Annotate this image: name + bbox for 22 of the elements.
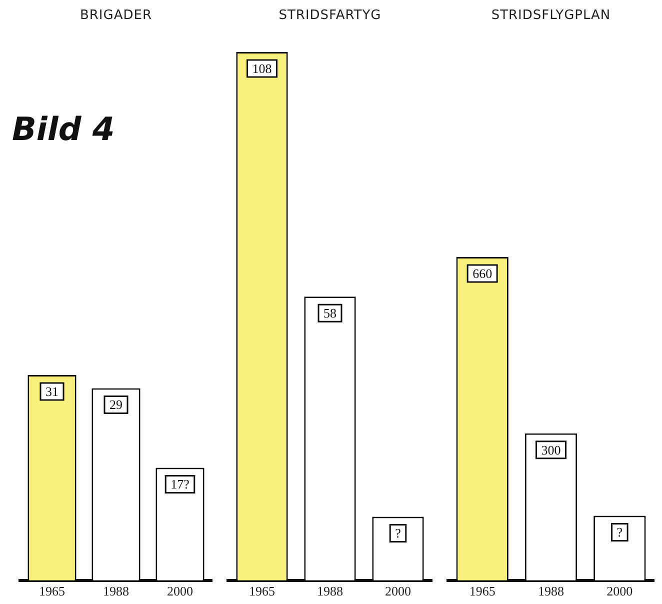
- data-label: 300: [541, 442, 561, 458]
- x-tick-label: 1965: [469, 584, 496, 599]
- x-tick-label: 1988: [538, 584, 564, 599]
- x-tick-label: 2000: [606, 584, 633, 599]
- x-tick-label: 1965: [39, 584, 65, 599]
- chart-title: BRIGADER: [78, 8, 153, 23]
- data-label: 17?: [170, 476, 190, 492]
- text: Bild 4: [12, 110, 115, 148]
- data-label: ?: [616, 524, 623, 540]
- x-tick-label: 2000: [385, 584, 411, 599]
- data-label: 58: [324, 306, 336, 321]
- x-tick-label: 1988: [317, 584, 343, 599]
- chart-title: STRIDSFARTYG: [278, 8, 382, 23]
- data-label: 29: [110, 397, 122, 412]
- data-label: 108: [252, 60, 272, 76]
- x-tick-label: 2000: [167, 584, 193, 599]
- data-label: 31: [46, 384, 58, 399]
- x-tick-label: 1988: [103, 584, 129, 599]
- data-label: 660: [472, 266, 492, 281]
- chart-title: STRIDSFLYGPLAN: [490, 8, 612, 23]
- x-tick-label: 1965: [249, 584, 275, 599]
- data-label: ?: [395, 526, 402, 541]
